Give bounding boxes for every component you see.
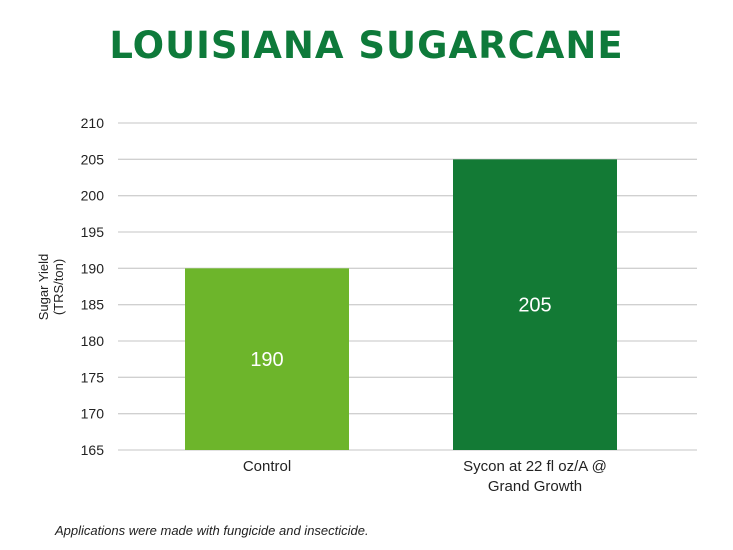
y-tick-label: 195 [81,224,105,240]
x-tick-label: Sycon at 22 fl oz/A @ [463,458,607,475]
x-tick-label: Grand Growth [488,478,582,495]
y-tick-label: 210 [81,115,105,131]
y-tick-label: 180 [81,333,105,349]
y-tick-label: 175 [81,369,105,385]
y-axis-label-line: (TRS/ton) [51,259,66,315]
chart-title: LOUISIANA SUGARCANE [109,24,624,67]
y-axis-label-line: Sugar Yield [36,254,51,321]
y-tick-label: 190 [81,260,105,276]
y-tick-label: 170 [81,406,105,422]
bar [453,159,617,451]
x-tick-label: Control [243,458,291,475]
bar-chart: 165 170 175 180 185 190 195 200 205 210 Sugar Yiel… [36,115,697,495]
data-label: 190 [250,349,283,371]
y-axis-label: Sugar Yield(TRS/ton) [36,254,66,321]
y-tick-label: 165 [81,442,105,458]
y-tick-label: 185 [81,297,105,313]
bar [185,268,349,450]
footnote: Applications were made with fungicide an… [55,523,369,538]
data-label: 205 [518,295,551,317]
y-tick-label: 205 [81,151,105,167]
y-tick-label: 200 [81,188,105,204]
